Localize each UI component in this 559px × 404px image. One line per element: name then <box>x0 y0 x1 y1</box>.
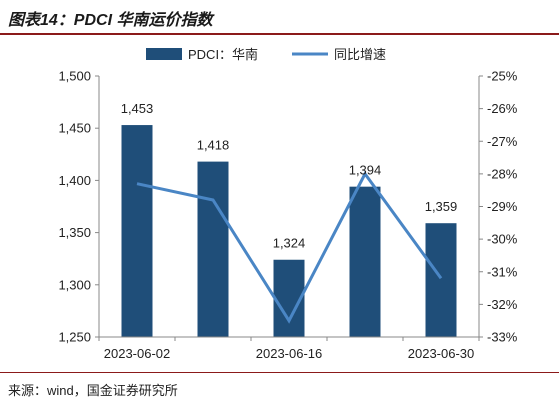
x-tick-label: 2023-06-02 <box>104 346 171 361</box>
left-tick-label: 1,500 <box>58 69 91 84</box>
right-tick-label: -31% <box>487 264 518 279</box>
right-tick-label: -30% <box>487 232 518 247</box>
bar-data-label: 1,394 <box>349 163 382 178</box>
bar-series <box>121 125 457 338</box>
right-tick-label: -27% <box>487 134 518 149</box>
right-tick-label: -26% <box>487 101 518 116</box>
legend-bar-label: PDCI：华南 <box>188 47 258 62</box>
legend: PDCI：华南 同比增速 <box>146 47 386 62</box>
left-tick-label: 1,450 <box>58 121 91 136</box>
x-tick-label: 2023-06-16 <box>256 346 323 361</box>
bar <box>197 161 229 337</box>
bar <box>121 125 153 338</box>
right-tick-label: -25% <box>487 69 518 84</box>
data-labels: 1,453 1,418 1,324 1,394 1,359 <box>121 101 458 251</box>
left-tick-label: 1,400 <box>58 173 91 188</box>
right-tick-label: -28% <box>487 166 518 181</box>
chart-area: PDCI：华南 同比增速 1,250 1,300 1,350 1,400 1,450 1,5… <box>58 47 517 362</box>
yoy-growth-line <box>136 171 443 324</box>
bar-data-label: 1,324 <box>273 236 306 251</box>
x-tick-label: 2023-06-30 <box>408 346 475 361</box>
left-tick-label: 1,350 <box>58 225 91 240</box>
chart-title: 图表14：PDCI 华南运价指数 <box>8 12 213 29</box>
bar-data-label: 1,359 <box>425 199 458 214</box>
legend-bar-swatch <box>146 48 182 60</box>
right-tick-label: -29% <box>487 199 518 214</box>
axes: 1,250 1,300 1,350 1,400 1,450 1,500 -33% -32% -3… <box>58 69 517 362</box>
title-divider <box>0 33 559 35</box>
left-tick-label: 1,300 <box>58 277 91 292</box>
source-note: 来源：wind，国金证券研究所 <box>8 383 178 398</box>
line-series <box>136 171 443 324</box>
footer-divider <box>0 372 559 373</box>
legend-line-label: 同比增速 <box>334 47 386 62</box>
bar <box>425 223 457 337</box>
bar-data-label: 1,418 <box>197 138 230 153</box>
right-tick-label: -32% <box>487 297 518 312</box>
bar <box>349 186 381 337</box>
right-tick-label: -33% <box>487 330 518 345</box>
left-tick-label: 1,250 <box>58 330 91 345</box>
bar-data-label: 1,453 <box>121 101 154 116</box>
